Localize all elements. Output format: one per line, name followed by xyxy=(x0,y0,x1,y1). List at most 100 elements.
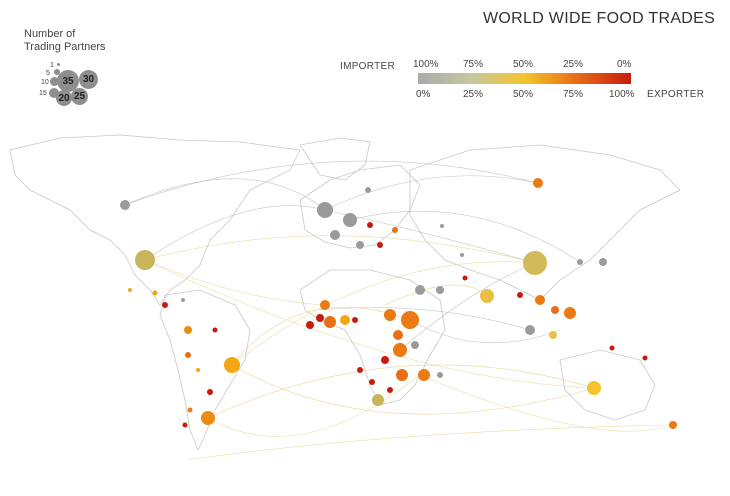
size-bubble-1 xyxy=(57,63,60,66)
country-node xyxy=(381,356,389,364)
country-node xyxy=(356,241,364,249)
country-node xyxy=(564,307,576,319)
country-node xyxy=(525,325,535,335)
size-legend-value: 10 xyxy=(41,79,49,86)
country-node xyxy=(185,352,191,358)
country-node xyxy=(162,302,168,308)
trade-route xyxy=(324,175,539,211)
country-node xyxy=(436,286,444,294)
country-node xyxy=(415,285,425,295)
country-node xyxy=(535,295,545,305)
size-bubble-35: 35 xyxy=(57,70,79,92)
size-legend-value: 1 xyxy=(50,62,54,69)
exporter-tick: 25% xyxy=(463,89,484,100)
trade-route xyxy=(231,306,411,366)
color-gradient-bar xyxy=(418,73,631,84)
world-trade-map xyxy=(9,134,681,461)
country-node xyxy=(324,316,336,328)
country-node xyxy=(440,224,444,228)
country-node xyxy=(152,290,158,296)
country-node xyxy=(352,317,358,323)
country-node xyxy=(549,331,557,339)
exporter-tick: 100% xyxy=(609,89,635,100)
size-legend-value: 5 xyxy=(46,70,50,77)
europe-outline xyxy=(299,164,421,249)
country-node xyxy=(396,369,408,381)
trade-route xyxy=(207,374,421,437)
trade-route xyxy=(144,235,536,264)
importer-tick: 50% xyxy=(513,59,534,70)
importer-tick: 75% xyxy=(463,59,484,70)
country-nodes xyxy=(120,178,677,429)
size-bubble-10 xyxy=(50,77,59,86)
exporter-label: EXPORTER xyxy=(647,89,705,100)
size-legend-value: 35 xyxy=(62,75,74,87)
country-node xyxy=(533,178,543,188)
size-bubble-30: 30 xyxy=(79,70,98,89)
trade-route xyxy=(124,160,539,206)
country-node xyxy=(462,275,468,281)
country-node xyxy=(201,411,215,425)
north-america-outline xyxy=(9,134,301,306)
country-node xyxy=(367,222,373,228)
country-node xyxy=(212,327,218,333)
country-node xyxy=(387,387,393,393)
country-node xyxy=(384,309,396,321)
trade-route xyxy=(207,364,595,419)
trade-route xyxy=(384,284,488,306)
trade-route xyxy=(231,261,536,366)
country-node xyxy=(196,368,200,372)
trade-route xyxy=(144,259,595,389)
country-node xyxy=(401,311,419,329)
size-legend-label: Number of Trading Partners xyxy=(24,28,106,53)
country-node xyxy=(182,422,188,428)
country-node xyxy=(224,357,240,373)
country-node xyxy=(330,230,340,240)
size-bubble-15 xyxy=(49,88,59,98)
asia-outline xyxy=(409,144,681,301)
exporter-tick: 75% xyxy=(563,89,584,100)
importer-tick: 0% xyxy=(617,59,632,70)
trade-route xyxy=(186,424,674,461)
australia-outline xyxy=(559,349,656,421)
size-bubble-25: 25 xyxy=(71,88,88,105)
country-node xyxy=(184,326,192,334)
size-bubble-20: 20 xyxy=(56,90,72,106)
country-node xyxy=(523,251,547,275)
country-node xyxy=(343,213,357,227)
size-bubble-5 xyxy=(54,69,60,75)
country-node xyxy=(480,289,494,303)
exporter-tick: 50% xyxy=(513,89,534,100)
country-node xyxy=(437,372,443,378)
country-node xyxy=(599,258,607,266)
trade-route xyxy=(231,364,595,415)
country-node xyxy=(587,381,601,395)
country-node xyxy=(357,367,363,373)
exporter-tick: 0% xyxy=(416,89,431,100)
country-node xyxy=(393,343,407,357)
country-node xyxy=(340,315,350,325)
country-node xyxy=(372,394,384,406)
country-node xyxy=(128,288,132,292)
country-node xyxy=(306,321,314,329)
country-node xyxy=(377,242,383,248)
importer-label: IMPORTER xyxy=(340,61,395,72)
country-node xyxy=(207,389,213,395)
trade-route xyxy=(409,319,561,344)
south-america-outline xyxy=(159,289,251,452)
country-node xyxy=(365,187,371,193)
country-node xyxy=(316,314,324,322)
country-node xyxy=(642,355,648,361)
trade-route xyxy=(124,178,326,211)
country-node xyxy=(320,300,330,310)
trade-route xyxy=(419,374,674,432)
country-node xyxy=(418,369,430,381)
country-node xyxy=(392,227,398,233)
greenland-outline xyxy=(299,137,371,181)
country-node xyxy=(181,298,185,302)
country-node xyxy=(369,379,375,385)
country-node xyxy=(577,259,583,265)
country-node xyxy=(669,421,677,429)
country-node xyxy=(187,407,193,413)
trade-route xyxy=(319,307,531,331)
